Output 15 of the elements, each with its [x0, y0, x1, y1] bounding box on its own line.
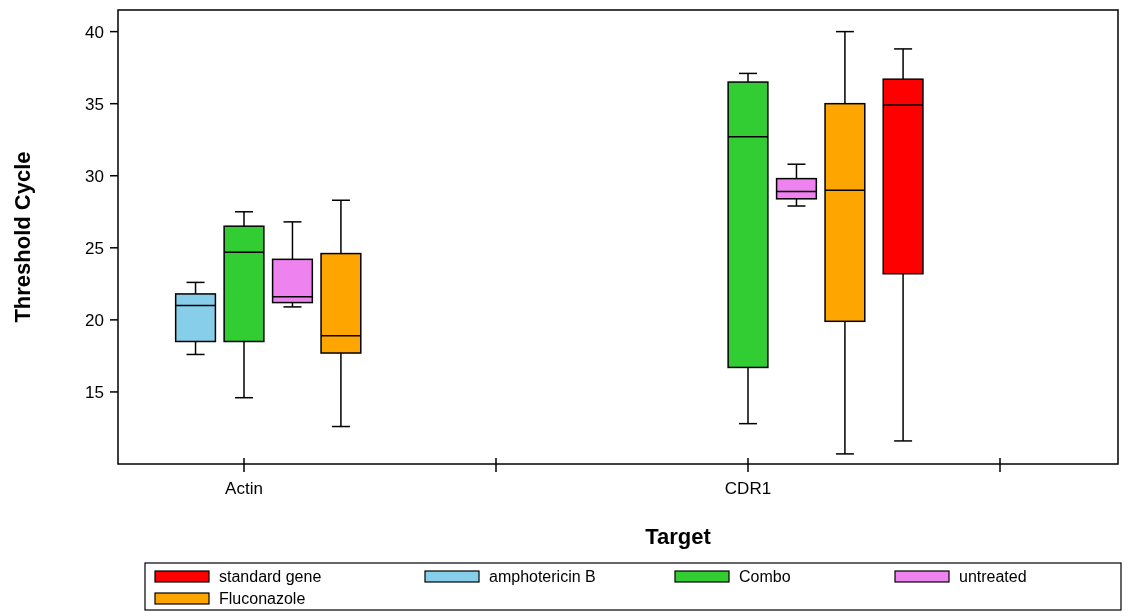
y-tick-label: 25	[85, 238, 104, 258]
x-axis-title: Target	[645, 524, 712, 549]
legend-label: amphotericin B	[489, 567, 596, 585]
y-axis-title: Threshold Cycle	[10, 151, 35, 323]
y-tick-label: 20	[85, 310, 104, 330]
legend-label: standard gene	[219, 567, 322, 585]
x-tick-label: Actin	[225, 479, 263, 498]
x-tick-label: CDR1	[724, 479, 772, 498]
legend-label: untreated	[959, 567, 1027, 585]
y-tick-label: 35	[85, 94, 104, 114]
y-tick-label: 40	[85, 22, 104, 42]
legend-label: Fluconazole	[219, 589, 306, 607]
y-tick-label: 15	[85, 382, 104, 402]
legend-label: Combo	[739, 567, 791, 585]
y-tick-label: 30	[85, 166, 104, 186]
